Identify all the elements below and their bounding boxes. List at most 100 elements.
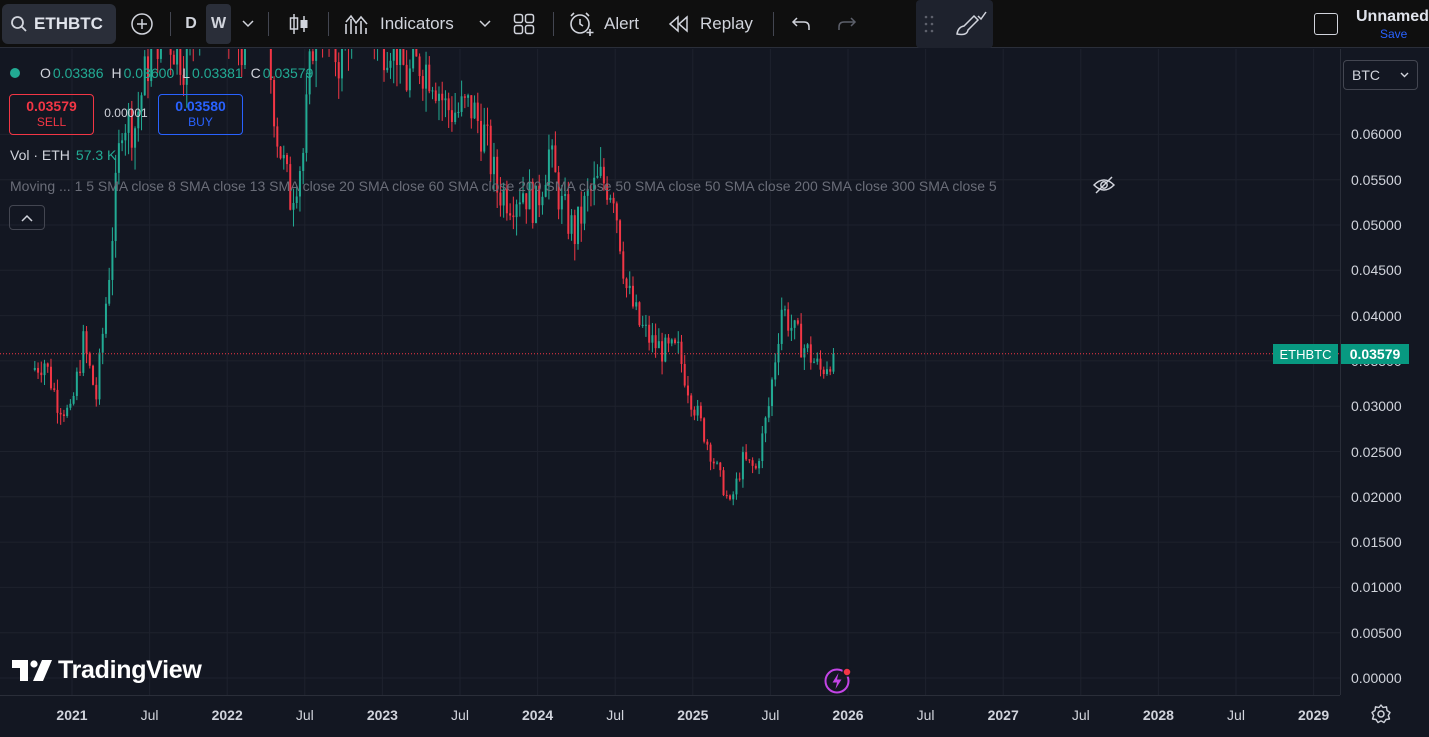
candle-body <box>88 353 91 366</box>
compare-symbol-button[interactable] <box>126 4 158 44</box>
bolt-icon[interactable] <box>823 667 853 697</box>
price-tick-label: 0.01500 <box>1351 534 1402 551</box>
candle-body <box>541 196 544 206</box>
candle-body <box>751 460 754 466</box>
candle-body <box>790 327 793 331</box>
alert-button[interactable]: Alert <box>564 4 650 44</box>
time-tick-label: Jul <box>140 707 159 723</box>
layout-name[interactable]: Unnamed <box>1356 8 1429 25</box>
interval-w-button[interactable]: W <box>206 4 231 44</box>
candle-body <box>428 64 431 92</box>
low-label: L <box>182 65 191 81</box>
chevron-down-icon <box>479 20 491 28</box>
alert-label: Alert <box>604 14 639 33</box>
currency-select[interactable]: BTC <box>1343 60 1418 90</box>
drawing-toolbar-toggle[interactable] <box>916 0 993 48</box>
candle-body <box>538 185 541 206</box>
candle-body <box>463 96 466 98</box>
interval-dropdown-button[interactable] <box>237 4 259 44</box>
tradingview-logo[interactable]: TradingView <box>12 656 202 685</box>
candle-body <box>470 95 473 119</box>
price-axis[interactable]: 0.06000 0.05500 0.05000 0.04500 0.04000 0.035… <box>1340 49 1429 695</box>
candle-body <box>735 478 738 495</box>
indicators-button[interactable]: Indicators <box>340 4 468 44</box>
eye-off-icon[interactable] <box>1093 176 1115 194</box>
candle-body <box>279 146 282 159</box>
close-value: 0.03579 <box>262 65 314 81</box>
candle-body <box>813 361 816 363</box>
candle-body <box>761 433 764 462</box>
candle-body <box>72 395 75 404</box>
time-tick-label: 2021 <box>56 707 88 723</box>
buy-button[interactable]: 0.03580 BUY <box>158 94 243 135</box>
chart-type-button[interactable] <box>284 4 314 44</box>
chevron-down-icon <box>1400 72 1409 78</box>
candle-body <box>104 303 107 334</box>
candle-body <box>169 49 172 55</box>
candle-body <box>819 358 822 370</box>
candle-body <box>447 98 450 111</box>
candle-body <box>489 125 492 175</box>
time-axis[interactable]: 2021 Jul 2022 Jul 2023 Jul 2024 Jul 2025 Jul 2026 J… <box>0 695 1340 737</box>
fullscreen-icon[interactable] <box>1314 13 1338 35</box>
candle-body <box>628 285 631 289</box>
price-tick-label: 0.00500 <box>1351 624 1402 641</box>
candle-body <box>505 189 508 214</box>
sell-button[interactable]: 0.03579 SELL <box>9 94 94 135</box>
replay-label: Replay <box>700 14 753 33</box>
candle-body <box>269 49 272 81</box>
time-tick-label: 2023 <box>366 707 398 723</box>
interval-d-button[interactable]: D <box>185 15 197 32</box>
toolbar-divider <box>773 12 774 36</box>
candle-body <box>719 462 722 471</box>
candle-body <box>622 251 625 279</box>
gear-icon[interactable] <box>1370 703 1392 725</box>
candle-body <box>560 195 563 210</box>
candle-body <box>273 80 276 127</box>
candle-body <box>146 56 149 82</box>
candle-body <box>638 302 641 326</box>
low-value: 0.03381 <box>192 65 243 81</box>
volume-legend[interactable]: Vol · ETH 57.3 K <box>10 147 116 163</box>
candle-body <box>467 95 470 98</box>
collapse-legend-button[interactable] <box>9 205 45 230</box>
candle-body <box>492 156 495 175</box>
candle-body <box>172 54 175 65</box>
candle-body <box>667 337 670 344</box>
candle-body <box>425 64 428 89</box>
drag-handle-icon <box>924 15 934 33</box>
redo-button[interactable] <box>832 4 862 44</box>
price-tick-label: 0.03000 <box>1351 398 1402 415</box>
candle-body <box>774 362 777 380</box>
price-tick-label: 0.04500 <box>1351 262 1402 279</box>
candle-body <box>282 154 285 159</box>
indicators-dropdown-button[interactable] <box>474 4 496 44</box>
candle-body <box>134 128 137 148</box>
symbol-search-button[interactable]: ETHBTC <box>2 4 116 44</box>
candle-body <box>832 353 835 372</box>
replay-button[interactable]: Replay <box>664 4 764 44</box>
save-link[interactable]: Save <box>1380 27 1408 41</box>
moving-average-legend[interactable]: Moving ... 1 5 SMA close 8 SMA close 13 … <box>10 178 997 194</box>
undo-button[interactable] <box>786 4 816 44</box>
candle-body <box>59 412 62 415</box>
candle-body <box>399 49 402 65</box>
chart-pane[interactable] <box>0 49 1340 695</box>
grid <box>0 49 1340 695</box>
candle-body <box>716 462 719 464</box>
candle-body <box>631 285 634 307</box>
candle-body <box>764 417 767 434</box>
candle-body <box>654 335 657 349</box>
time-tick-label: Jul <box>295 707 314 723</box>
candle-body <box>412 49 415 69</box>
layouts-button[interactable] <box>508 4 540 44</box>
candle-body <box>564 194 567 196</box>
candle-body <box>337 62 340 79</box>
toolbar-divider <box>553 12 554 36</box>
price-chart[interactable] <box>0 49 1340 695</box>
open-value: 0.03386 <box>52 65 104 81</box>
candle-body <box>554 145 557 173</box>
time-tick-label: 2029 <box>1298 707 1330 723</box>
candle-body <box>725 495 728 497</box>
